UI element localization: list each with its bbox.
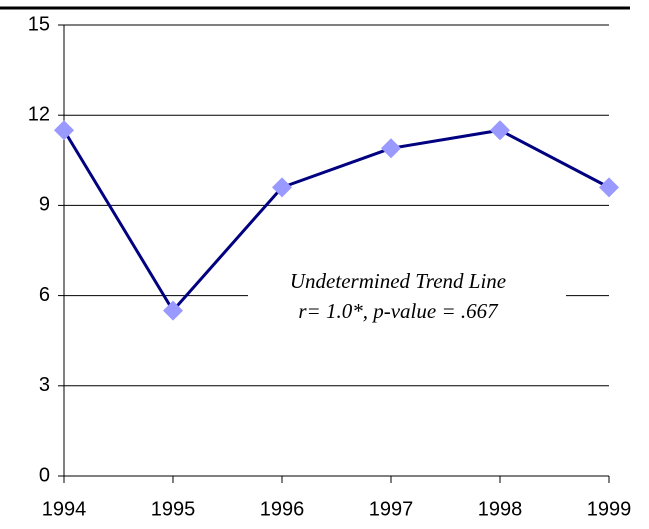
x-tick-label: 1996 — [260, 498, 305, 520]
marker — [163, 300, 183, 321]
x-tick-label: 1998 — [478, 498, 523, 520]
y-tick-label: 3 — [39, 374, 50, 396]
y-tick-label: 15 — [28, 13, 50, 35]
annotation: r= 1.0*, p-value = .667 — [298, 299, 499, 323]
line — [62, 128, 610, 314]
marker — [272, 177, 292, 198]
annotation-background — [248, 266, 566, 330]
x-tick-label: 1997 — [369, 498, 414, 520]
y-tick-label: 0 — [39, 464, 50, 486]
marker — [490, 120, 510, 141]
marker — [54, 120, 74, 141]
y-tick-label: 12 — [28, 103, 50, 125]
marker — [599, 177, 619, 198]
y-tick-label: 9 — [39, 194, 50, 216]
annotation: Undetermined Trend Line — [290, 269, 506, 293]
x-tick-label: 1995 — [151, 498, 196, 520]
y-tick-label: 6 — [39, 284, 50, 306]
x-tick-label: 1999 — [587, 498, 632, 520]
marker — [381, 138, 401, 159]
x-tick-label: 1994 — [42, 498, 87, 520]
